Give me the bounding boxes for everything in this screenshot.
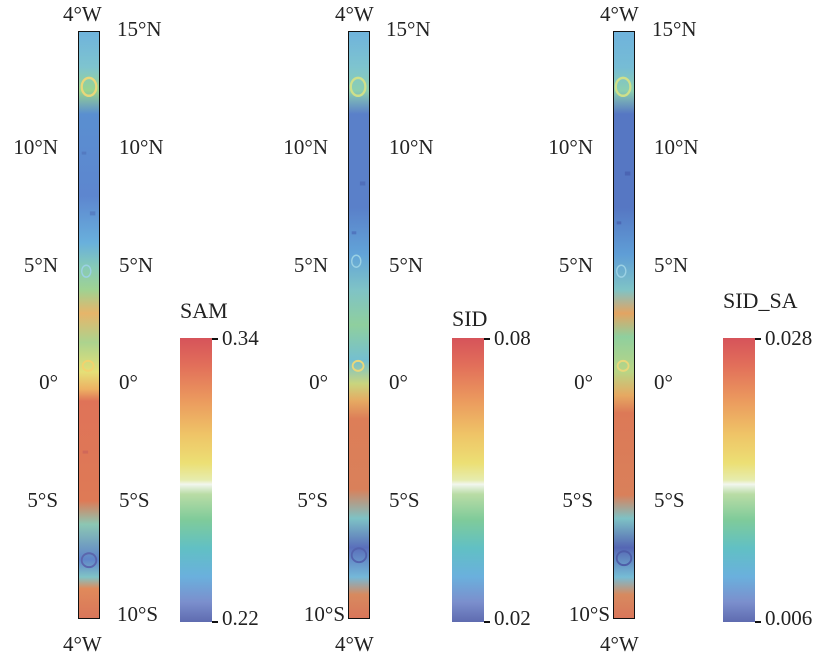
left-lat-label: 10°S — [303, 602, 345, 626]
colorbar-title: SAM — [180, 298, 228, 323]
left-lat-label: 5°N — [558, 253, 593, 277]
colorbar-tick — [212, 338, 218, 340]
sid-map-strip — [348, 31, 370, 619]
left-lat-label: 0° — [39, 370, 58, 394]
left-lat-label: 10°N — [13, 135, 58, 159]
sam-colorbar — [180, 338, 218, 623]
colorbar-tick — [212, 621, 218, 623]
right-lat-label: 0° — [389, 370, 408, 394]
right-lat-label: 5°N — [119, 253, 154, 277]
right-lat-label: 5°N — [389, 253, 424, 277]
left-lat-label: 10°N — [283, 135, 328, 159]
right-lat-label: 0° — [119, 370, 138, 394]
colorbar-min-label: 0.02 — [494, 606, 531, 630]
left-lat-label: 5°S — [297, 488, 328, 512]
left-lat-label: 0° — [574, 370, 593, 394]
left-lat-label: 0° — [309, 370, 328, 394]
colorbar-min-label: 0.22 — [222, 606, 259, 630]
right-lat-label: 5°S — [389, 488, 420, 512]
left-lat-label: 10°S — [568, 602, 610, 626]
right-lat-label: 15°N — [117, 17, 162, 41]
colorbar-min-label: 0.006 — [765, 606, 813, 630]
bottom-longitude-label: 4°W — [63, 632, 102, 656]
top-longitude-label: 4°W — [63, 2, 102, 26]
right-lat-label: 15°N — [386, 17, 431, 41]
bottom-longitude-label: 4°W — [335, 632, 374, 656]
colorbar-title: SID — [452, 306, 488, 331]
colorbar-max-label: 0.34 — [222, 326, 259, 350]
sid-sa-map-strip — [613, 31, 635, 619]
colorbar-max-label: 0.028 — [765, 326, 813, 350]
colorbar-title: SID_SA — [723, 288, 798, 313]
sam-map-image — [79, 32, 99, 618]
right-lat-label: 5°N — [654, 253, 689, 277]
colorbar-tick — [755, 338, 761, 340]
top-longitude-label: 4°W — [600, 2, 639, 26]
colorbar-tick — [484, 621, 490, 623]
colorbar-tick — [484, 338, 490, 340]
colorbar-max-label: 0.08 — [494, 326, 531, 350]
right-lat-label: 10°N — [119, 135, 164, 159]
sid-map-image — [349, 32, 369, 618]
right-lat-label: 15°N — [652, 17, 697, 41]
right-lat-label: 10°S — [117, 602, 159, 626]
left-lat-label: 5°S — [562, 488, 593, 512]
sid-sa-colorbar — [723, 338, 761, 623]
left-lat-label: 5°N — [23, 253, 58, 277]
colorbar-gradient — [180, 338, 212, 622]
colorbar-tick — [755, 621, 761, 623]
right-lat-label: 0° — [654, 370, 673, 394]
right-lat-label: 5°S — [119, 488, 150, 512]
sid-sa-map-image — [614, 32, 634, 618]
right-lat-label: 5°S — [654, 488, 685, 512]
colorbar-gradient — [723, 338, 755, 622]
left-lat-label: 5°S — [27, 488, 58, 512]
bottom-longitude-label: 4°W — [600, 632, 639, 656]
top-longitude-label: 4°W — [335, 2, 374, 26]
sam-map-strip — [78, 31, 100, 619]
colorbar-gradient — [452, 338, 484, 622]
right-lat-label: 10°N — [654, 135, 699, 159]
left-lat-label: 5°N — [293, 253, 328, 277]
left-lat-label: 10°N — [548, 135, 593, 159]
sid-colorbar — [452, 338, 490, 623]
right-lat-label: 10°N — [389, 135, 434, 159]
